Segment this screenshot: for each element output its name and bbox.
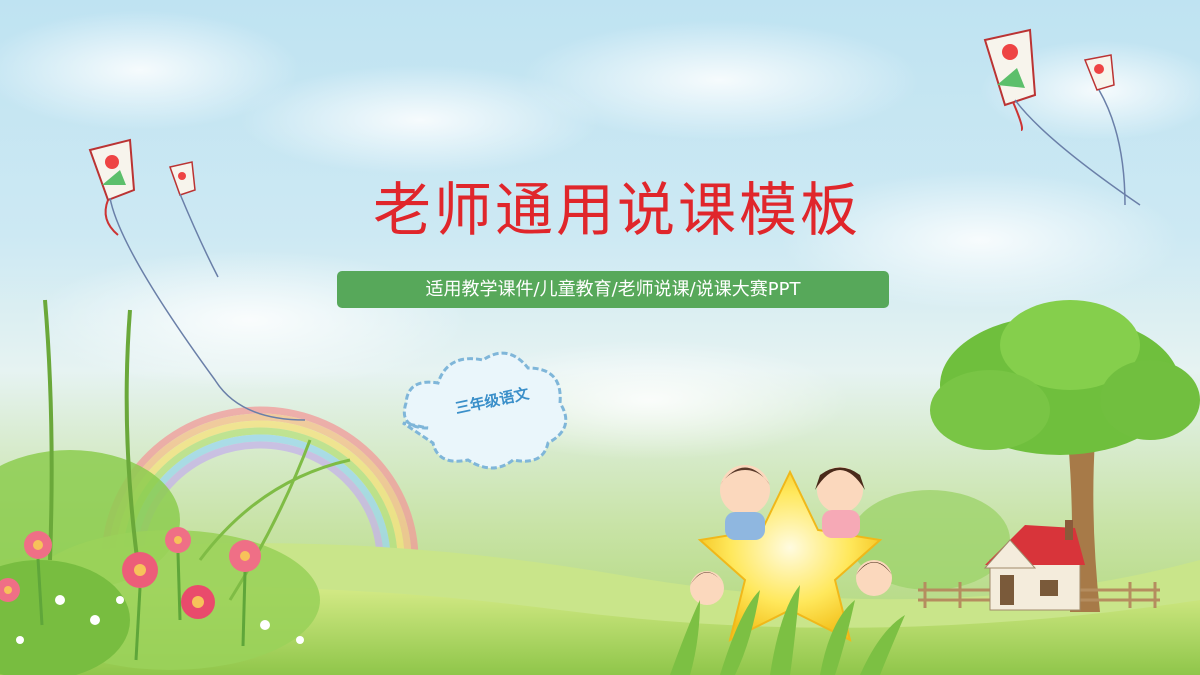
kite-icon [88,138,306,421]
grass [670,585,905,675]
house-icon [983,520,1085,611]
right-bushes [850,490,1010,590]
flower-icon [0,527,304,661]
subtitle-banner: 适用教学课件/儿童教育/老师说课/说课大赛PPT [337,271,889,308]
page-title: 老师通用说课模板 [372,176,861,244]
cloud-icon [402,351,568,470]
kite-icon [983,28,1141,206]
children [690,465,892,605]
tree-icon [930,300,1200,612]
